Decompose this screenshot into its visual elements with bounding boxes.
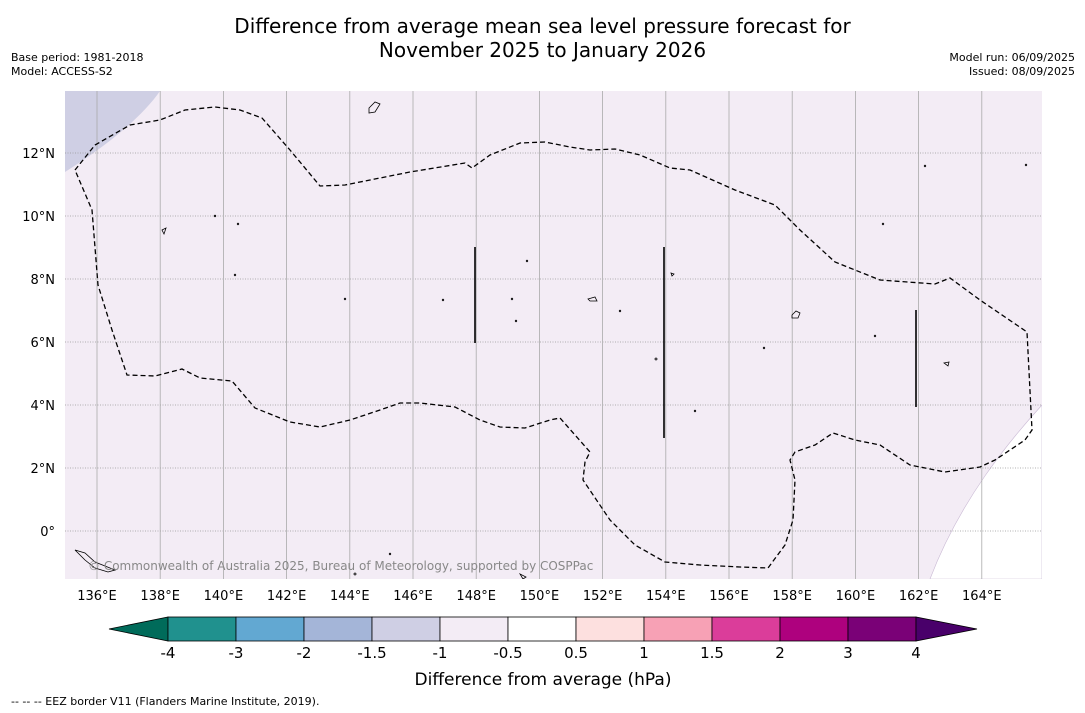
colorbar-tick-label: 4 (911, 644, 921, 662)
negative-anomaly-region (65, 91, 160, 172)
colorbar-tick-label: -4 (161, 644, 176, 662)
model-run: Model run: 06/09/2025 (949, 51, 1075, 64)
gridlines (65, 91, 1042, 579)
latitude-labels: 12°N 10°N 8°N 6°N 4°N 2°N 0° (22, 147, 55, 540)
issued-date: Issued: 08/09/2025 (968, 65, 1075, 78)
longitude-label: 136°E (77, 589, 117, 604)
colorbar-segment (371, 616, 441, 642)
chart-title: Difference from average mean sea level p… (0, 14, 1085, 62)
longitude-label: 164°E (962, 589, 1002, 604)
eez-footnote: -- -- -- EEZ border V11 (Flanders Marine… (11, 695, 320, 708)
colorbar-tick-label: -2 (297, 644, 312, 662)
latitude-label: 8°N (31, 273, 56, 288)
longitude-label: 144°E (330, 589, 370, 604)
colorbar-segment (235, 616, 305, 642)
neutral-region (929, 404, 1042, 579)
colorbar-tick-label: 3 (843, 644, 853, 662)
longitude-label: 138°E (140, 589, 180, 604)
colorbar-tick-label: -0.5 (493, 644, 522, 662)
base-period: Base period: 1981-2018 (11, 51, 144, 64)
title-line-2: November 2025 to January 2026 (378, 38, 707, 62)
longitude-label: 148°E (456, 589, 496, 604)
longitude-label: 142°E (267, 589, 307, 604)
islands (74, 101, 1028, 579)
colorbar-segment (167, 616, 237, 642)
colorbar-segment (643, 616, 713, 642)
colorbar-tick-label: 1.5 (700, 644, 724, 662)
colorbar-segment (711, 616, 781, 642)
latitude-label: 0° (40, 525, 55, 540)
map-area: © Commonwealth of Australia 2025, Bureau… (65, 91, 1042, 579)
colorbar-title: Difference from average (hPa) (415, 670, 672, 690)
latitude-label: 4°N (31, 399, 56, 414)
colorbar-segment (439, 616, 509, 642)
colorbar-tick-label: -1 (433, 644, 448, 662)
colorbar-tick-label: 1 (639, 644, 649, 662)
longitude-label: 150°E (520, 589, 560, 604)
colorbar-ticks: -4 -3 -2 -1.5 -1 -0.5 0.5 1 1.5 2 3 4 (161, 644, 921, 662)
longitude-label: 160°E (836, 589, 876, 604)
latitude-label: 6°N (31, 336, 56, 351)
colorbar-segment (507, 616, 577, 642)
colorbar-tick-label: -1.5 (357, 644, 386, 662)
latitude-label: 10°N (22, 210, 55, 225)
colorbar-segment (575, 616, 645, 642)
model-name: Model: ACCESS-S2 (11, 65, 113, 78)
colorbar-segment (779, 616, 849, 642)
longitude-label: 158°E (772, 589, 812, 604)
copyright-notice: © Commonwealth of Australia 2025, Bureau… (88, 559, 593, 573)
colorbar-extend-high (915, 616, 978, 642)
run-info: Model run: 06/09/2025 Issued: 08/09/2025 (949, 51, 1075, 79)
eez-border (74, 106, 1033, 569)
colorbar-tick-label: 0.5 (564, 644, 588, 662)
latitude-label: 12°N (22, 147, 55, 162)
longitude-label: 152°E (583, 589, 623, 604)
model-info: Base period: 1981-2018 Model: ACCESS-S2 (11, 51, 143, 79)
longitude-labels: 136°E 138°E 140°E 142°E 144°E 146°E 148°E 150°E… (77, 589, 1001, 604)
colorbar-tick-label: -3 (229, 644, 244, 662)
longitude-label: 156°E (709, 589, 749, 604)
colorbar-segment (303, 616, 373, 642)
anomaly-field (65, 91, 1042, 579)
title-line-1: Difference from average mean sea level p… (234, 14, 851, 38)
longitude-label: 140°E (204, 589, 244, 604)
colorbar-tick-label: 2 (775, 644, 785, 662)
longitude-label: 146°E (393, 589, 433, 604)
colorbar-segment (847, 616, 917, 642)
latitude-label: 2°N (31, 462, 56, 477)
map-canvas: © Commonwealth of Australia 2025, Bureau… (22, 91, 1042, 690)
colorbar (108, 616, 978, 642)
colorbar-extend-low (108, 616, 169, 642)
longitude-label: 154°E (646, 589, 686, 604)
longitude-label: 162°E (899, 589, 939, 604)
